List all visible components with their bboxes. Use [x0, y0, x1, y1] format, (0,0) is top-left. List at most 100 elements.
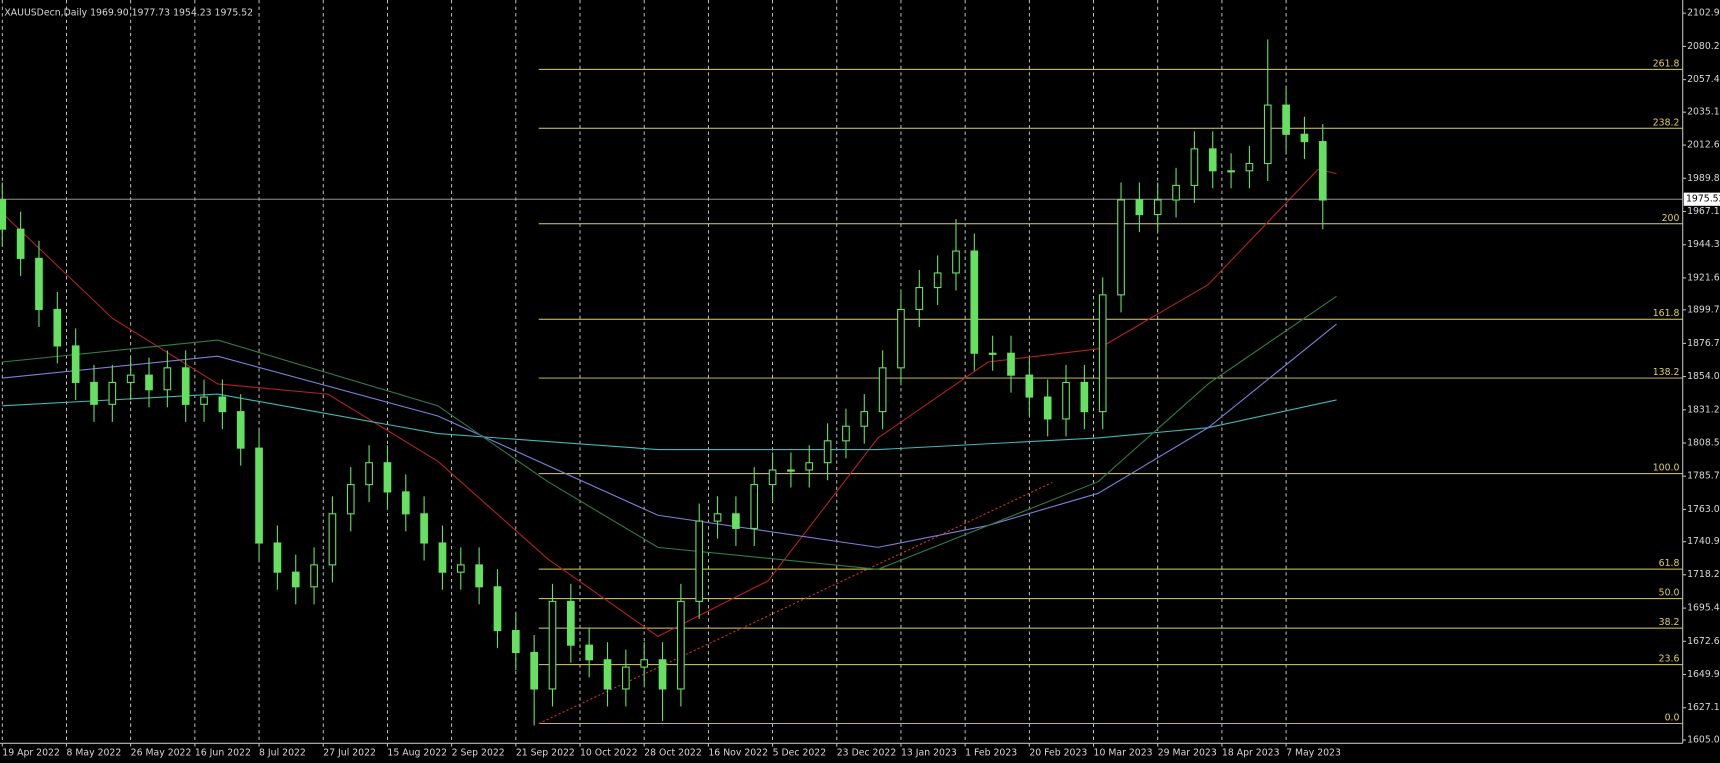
y-tick-label: 1808.50	[1687, 438, 1720, 449]
candle-body	[860, 411, 869, 427]
x-tick-label: 16 Nov 2022	[708, 748, 768, 759]
candle-body	[181, 367, 190, 405]
candle-body	[1007, 352, 1015, 376]
x-tick-label: 28 Oct 2022	[644, 748, 702, 759]
candle-body	[787, 469, 795, 472]
candle-body	[108, 381, 117, 405]
x-tick-label: 10 Mar 2023	[1094, 748, 1153, 759]
candle-body	[585, 644, 594, 661]
candle-body	[456, 564, 465, 573]
x-tick-label: 10 Oct 2022	[580, 748, 638, 759]
y-tick-label: 2012.60	[1687, 140, 1720, 151]
candle-body	[805, 462, 814, 471]
y-tick-label: 1944.35	[1687, 239, 1720, 250]
candle-body	[952, 250, 960, 274]
candle-body	[493, 586, 502, 632]
candle-body	[383, 462, 392, 493]
price-box	[1683, 192, 1720, 206]
candle-body	[1080, 381, 1089, 413]
candle-body	[346, 484, 355, 515]
candle-body	[713, 513, 722, 522]
candle-body	[603, 659, 612, 690]
candle-body	[622, 666, 630, 690]
candle-body	[1300, 133, 1309, 143]
candle-body	[255, 447, 263, 544]
y-tick-label: 1899.75	[1687, 304, 1720, 315]
y-tick-label: 1695.40	[1687, 603, 1720, 614]
candle-body	[695, 520, 704, 602]
candle-body	[365, 462, 373, 486]
y-tick-label: 2057.45	[1687, 74, 1720, 85]
candle-body	[933, 272, 942, 289]
candle-body	[401, 491, 410, 515]
candle-body	[310, 564, 318, 588]
candle-body	[16, 228, 25, 259]
fib-label: 261.8	[1653, 58, 1680, 69]
candle-body	[126, 374, 135, 383]
y-tick-label: 1876.75	[1687, 338, 1720, 349]
fib-label: 238.2	[1653, 117, 1680, 128]
x-tick-label: 18 Apr 2023	[1222, 748, 1280, 759]
candle-body	[1135, 199, 1144, 216]
candle-body	[0, 199, 7, 230]
x-tick-label: 21 Sep 2022	[516, 748, 575, 759]
x-tick-label: 15 Aug 2022	[387, 748, 447, 759]
price-label: 1975.52	[1686, 194, 1720, 205]
candle-body	[236, 411, 245, 449]
fib-label: 23.6	[1659, 654, 1680, 665]
candle-body	[475, 564, 483, 588]
candle-body	[530, 651, 538, 690]
y-tick-label: 2035.15	[1687, 107, 1720, 118]
candle-body	[1025, 374, 1034, 398]
chart-title: XAUUSDecn,Daily 1969.90 1977.73 1954.23 …	[4, 8, 253, 19]
candle-body	[511, 630, 520, 654]
candle-body	[90, 381, 98, 405]
candle-body	[658, 659, 667, 690]
candle-body	[640, 659, 649, 668]
candle-body	[1208, 148, 1217, 172]
candle-body	[291, 571, 300, 588]
candle-body	[1043, 396, 1052, 420]
y-tick-label: 1921.60	[1687, 272, 1720, 283]
y-tick-label: 1672.65	[1687, 636, 1720, 647]
x-tick-label: 13 Jan 2023	[901, 748, 957, 759]
candle-body	[35, 257, 43, 310]
candle-body	[548, 600, 557, 690]
x-tick-label: 7 May 2023	[1286, 748, 1341, 759]
candle-body	[732, 513, 740, 529]
x-tick-label: 23 Dec 2022	[837, 748, 897, 759]
y-tick-label: 1785.75	[1687, 471, 1720, 482]
candle-body	[145, 374, 153, 391]
x-tick-label: 16 Jun 2022	[195, 748, 251, 759]
x-tick-label: 19 Apr 2022	[2, 748, 60, 759]
candle-body	[842, 425, 850, 442]
y-tick-label: 1831.25	[1687, 404, 1720, 415]
candle-body	[1227, 170, 1235, 173]
candle-body	[970, 250, 979, 354]
candle-body	[1117, 199, 1125, 296]
y-tick-label: 1718.25	[1687, 569, 1720, 580]
candle-body	[566, 600, 575, 646]
candle-body	[163, 367, 172, 391]
y-tick-label: 2080.20	[1687, 41, 1720, 52]
candle-body	[200, 396, 208, 405]
candle-body	[768, 469, 777, 486]
x-tick-label: 26 May 2022	[131, 748, 192, 759]
candle-body	[878, 367, 887, 413]
candle-body	[218, 396, 227, 413]
moving-average	[2, 295, 1337, 570]
moving-average	[2, 393, 1337, 451]
candle-body	[328, 513, 337, 566]
fib-label: 161.8	[1653, 308, 1680, 319]
candle-body	[1172, 184, 1180, 201]
candle-body	[420, 513, 428, 544]
candle-body	[750, 484, 759, 529]
x-tick-label: 2 Sep 2022	[452, 748, 505, 759]
fib-label: 61.8	[1659, 558, 1680, 569]
x-tick-label: 8 May 2022	[66, 748, 121, 759]
candle-body	[1153, 199, 1162, 216]
candle-body	[1062, 381, 1070, 420]
fib-label: 138.2	[1653, 367, 1680, 378]
